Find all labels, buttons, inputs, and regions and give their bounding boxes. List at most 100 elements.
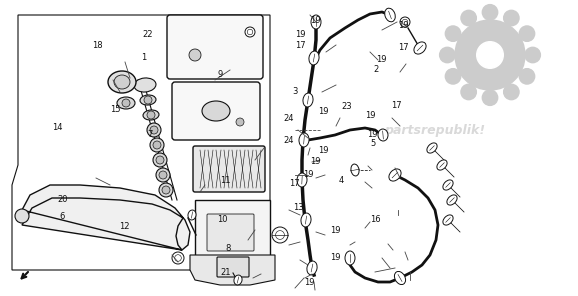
- Text: 12: 12: [119, 222, 129, 231]
- Circle shape: [461, 10, 476, 26]
- Circle shape: [455, 20, 525, 90]
- Ellipse shape: [307, 261, 317, 275]
- Ellipse shape: [443, 180, 453, 190]
- Circle shape: [440, 47, 455, 63]
- Circle shape: [153, 141, 161, 149]
- Circle shape: [461, 84, 476, 100]
- Ellipse shape: [140, 95, 156, 105]
- Circle shape: [525, 47, 540, 63]
- Ellipse shape: [234, 275, 242, 285]
- Ellipse shape: [345, 251, 355, 265]
- Ellipse shape: [443, 215, 453, 225]
- Text: 17: 17: [295, 41, 306, 50]
- Circle shape: [150, 126, 158, 134]
- Text: 3: 3: [292, 87, 298, 96]
- Circle shape: [272, 227, 288, 243]
- Text: 18: 18: [92, 41, 102, 50]
- Text: 24: 24: [284, 136, 294, 145]
- Circle shape: [189, 49, 201, 61]
- Ellipse shape: [159, 183, 173, 197]
- Circle shape: [159, 171, 167, 179]
- Text: partsrepublik!: partsrepublik!: [384, 123, 486, 136]
- Circle shape: [519, 26, 535, 41]
- Circle shape: [147, 111, 155, 119]
- Circle shape: [400, 17, 410, 27]
- Text: 1: 1: [140, 53, 146, 62]
- Text: 19: 19: [310, 16, 320, 25]
- Ellipse shape: [156, 168, 170, 182]
- Ellipse shape: [202, 101, 230, 121]
- Text: 19: 19: [318, 107, 329, 115]
- Ellipse shape: [153, 153, 167, 167]
- Ellipse shape: [150, 138, 164, 152]
- Text: 2: 2: [373, 65, 379, 74]
- Circle shape: [144, 96, 152, 104]
- Text: 19: 19: [368, 130, 378, 139]
- Ellipse shape: [301, 213, 311, 227]
- Text: 11: 11: [220, 176, 231, 185]
- Text: 19: 19: [376, 55, 387, 64]
- Circle shape: [482, 5, 498, 20]
- Ellipse shape: [394, 271, 406, 284]
- Text: 19: 19: [304, 278, 314, 287]
- Ellipse shape: [309, 51, 319, 65]
- Circle shape: [503, 84, 519, 100]
- Text: 19: 19: [310, 157, 320, 166]
- Ellipse shape: [447, 195, 457, 205]
- Text: 19: 19: [398, 21, 409, 30]
- Text: 16: 16: [370, 215, 381, 223]
- Circle shape: [122, 99, 130, 107]
- FancyBboxPatch shape: [207, 214, 254, 251]
- Ellipse shape: [303, 93, 313, 107]
- Circle shape: [482, 90, 498, 105]
- Text: 13: 13: [294, 203, 304, 212]
- Ellipse shape: [385, 8, 395, 22]
- Text: 23: 23: [342, 102, 352, 111]
- Text: 4: 4: [338, 176, 344, 185]
- Circle shape: [15, 209, 29, 223]
- Text: 15: 15: [110, 105, 121, 114]
- Circle shape: [172, 252, 184, 264]
- Ellipse shape: [117, 97, 135, 109]
- Ellipse shape: [427, 143, 437, 153]
- Circle shape: [445, 26, 461, 41]
- Text: 22: 22: [142, 30, 153, 39]
- Text: 19: 19: [318, 147, 329, 155]
- FancyBboxPatch shape: [167, 15, 263, 79]
- FancyBboxPatch shape: [193, 146, 265, 192]
- Text: 5: 5: [370, 139, 376, 148]
- Text: 20: 20: [57, 195, 68, 204]
- Circle shape: [503, 10, 519, 26]
- Text: 7: 7: [147, 130, 153, 139]
- Circle shape: [477, 42, 503, 68]
- Text: 19: 19: [330, 226, 340, 235]
- Circle shape: [245, 27, 255, 37]
- Text: 14: 14: [53, 123, 63, 132]
- Text: 9: 9: [217, 70, 223, 78]
- Polygon shape: [190, 255, 275, 285]
- Ellipse shape: [134, 78, 156, 92]
- Circle shape: [162, 186, 170, 194]
- Ellipse shape: [378, 129, 388, 141]
- Text: 8: 8: [225, 244, 231, 253]
- Ellipse shape: [389, 169, 401, 181]
- FancyBboxPatch shape: [217, 257, 249, 277]
- Text: 24: 24: [284, 114, 294, 123]
- Ellipse shape: [297, 173, 307, 187]
- Circle shape: [236, 118, 244, 126]
- Polygon shape: [195, 200, 270, 260]
- Text: 17: 17: [290, 179, 300, 188]
- Text: 19: 19: [330, 253, 340, 262]
- Ellipse shape: [108, 71, 136, 93]
- Text: 17: 17: [398, 43, 409, 52]
- Circle shape: [156, 156, 164, 164]
- Ellipse shape: [188, 210, 196, 220]
- Text: 21: 21: [220, 268, 231, 277]
- Circle shape: [445, 69, 461, 84]
- Ellipse shape: [351, 164, 359, 176]
- Ellipse shape: [114, 75, 130, 89]
- Polygon shape: [22, 185, 190, 250]
- Ellipse shape: [311, 15, 321, 29]
- Text: 17: 17: [391, 101, 401, 110]
- Ellipse shape: [299, 133, 309, 147]
